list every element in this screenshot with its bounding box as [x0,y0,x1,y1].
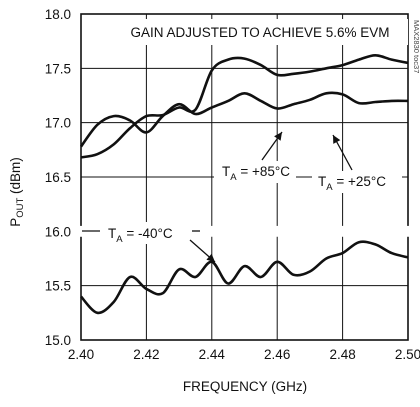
plot-frame [79,13,410,341]
y-axis-title-unit: (dBm) [8,157,23,198]
label-85c-subscript: A [230,172,237,183]
chart-title: GAIN ADJUSTED TO ACHIEVE 5.6% EVM [130,25,389,40]
label-85c-background [214,161,296,183]
y-tick-label: 17.5 [45,61,71,76]
y-tick-label: 17.0 [45,116,71,131]
axis-break-gap-right [406,225,410,237]
label-neg40c-main: T [108,226,116,241]
y-tick-label: 15.0 [45,333,71,348]
label-25c-main: T [318,174,326,189]
figure-id-watermark: MAX2830 toc37 [412,20,420,73]
series-85c-line [80,54,409,159]
x-tick-label: 2.48 [329,347,355,362]
y-tick-label: 15.5 [45,279,71,294]
label-25c-rest: = +25°C [333,174,387,189]
y-axis-title-subscript: OUT [15,198,26,218]
y-tick-label: 16.5 [45,170,71,185]
axis-break-gap [79,225,410,237]
label-25c-arrow-head [333,135,341,144]
plot-border [80,13,409,341]
x-axis-title: FREQUENCY (GHz) [183,379,307,394]
y-axis-title: POUT (dBm) [8,157,26,227]
label-85c: TA = +85°C [222,164,290,183]
series-neg40c-line [80,240,409,315]
label-neg40c: TA = -40°C [108,226,173,245]
label-85c-main: T [222,164,230,179]
tick-labels: 2.40 2.42 2.44 2.46 2.48 2.50 15.0 15.5 16.0 16.5… [45,7,420,362]
y-tick-label: 16.0 [45,224,71,239]
label-25c-subscript: A [326,182,333,193]
chart-title-background [112,19,408,45]
y-axis-title-main: P [8,218,23,227]
label-85c-arrow-head [274,132,282,141]
series-25c-line [79,91,409,148]
y-tick-label: 18.0 [45,7,71,22]
label-neg40c-subscript: A [116,234,123,245]
annotations: TA = +85°CTA = +25°CTA = -40°C [82,131,402,263]
label-neg40c-background [100,222,192,244]
x-tick-label: 2.44 [199,347,226,362]
x-tick-label: 2.40 [68,347,94,362]
label-25c-background [312,171,402,193]
x-tick-label: 2.50 [395,347,420,362]
label-25c: TA = +25°C [318,174,386,193]
label-85c-rest: = +85°C [237,164,291,179]
x-tick-label: 2.46 [264,347,290,362]
label-neg40c-arrow-head [206,253,215,262]
axis-break-gap-left [79,225,83,237]
series-group [79,54,409,315]
label-neg40c-rest: = -40°C [123,226,173,241]
x-tick-label: 2.42 [133,347,159,362]
